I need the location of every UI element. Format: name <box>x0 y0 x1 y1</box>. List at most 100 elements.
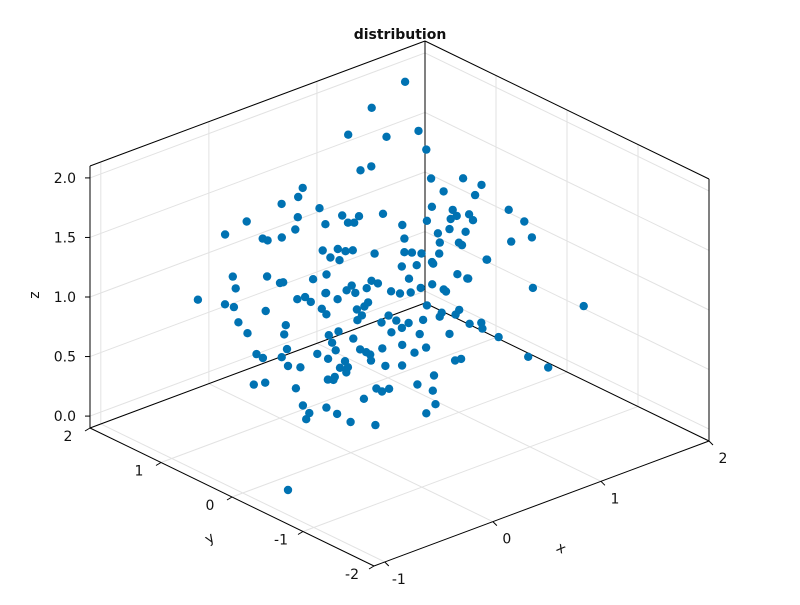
data-point <box>229 302 239 312</box>
data-point <box>280 330 289 339</box>
axes-frame <box>89 40 710 567</box>
data-point <box>315 204 324 213</box>
x-tick-label: 0 <box>502 532 511 548</box>
data-point <box>406 288 415 297</box>
data-point <box>291 384 301 393</box>
data-point <box>322 310 331 319</box>
data-point <box>470 190 480 200</box>
data-point <box>300 292 310 302</box>
frame-edge <box>424 40 710 180</box>
data-point <box>330 372 339 382</box>
data-point <box>507 237 516 246</box>
data-point <box>468 216 478 225</box>
data-point <box>234 318 243 327</box>
data-point <box>263 236 272 245</box>
data-point <box>428 280 437 289</box>
gridline-z-backwall <box>89 111 426 238</box>
y-tick-label: -1 <box>274 533 288 549</box>
z-tick-label: 1.5 <box>54 230 76 246</box>
data-point <box>353 316 362 325</box>
gridline-z-backwall <box>89 171 426 298</box>
data-point <box>367 103 376 113</box>
x-tick-label: -1 <box>392 572 406 588</box>
data-point <box>384 311 393 320</box>
data-point <box>298 401 308 410</box>
data-point <box>494 332 503 342</box>
data-point <box>445 329 454 339</box>
data-points <box>193 77 588 495</box>
data-point <box>370 249 379 258</box>
data-point <box>347 281 356 290</box>
x-tick-mark <box>492 521 498 526</box>
data-point <box>323 354 333 363</box>
data-point <box>435 249 444 258</box>
data-point <box>377 387 387 396</box>
data-point <box>261 306 270 316</box>
data-point <box>302 415 311 424</box>
data-point <box>422 216 432 225</box>
data-point <box>520 217 529 226</box>
data-point <box>249 380 258 389</box>
data-point <box>453 270 462 279</box>
data-point <box>414 126 423 136</box>
data-point <box>435 238 444 247</box>
data-point <box>384 384 394 393</box>
data-point <box>326 253 335 262</box>
x-axis-label: x <box>553 540 568 558</box>
data-point <box>431 400 440 409</box>
data-point <box>298 183 307 193</box>
gridline-z-backwall <box>89 231 426 358</box>
gridline-y-floor <box>160 337 497 463</box>
data-point <box>439 285 448 294</box>
data-point <box>351 288 360 298</box>
frame-edge <box>373 440 710 567</box>
data-point <box>348 246 357 255</box>
data-point <box>294 192 303 202</box>
data-point <box>362 284 371 293</box>
gridline-z-sidewall <box>424 52 710 192</box>
data-point <box>261 378 270 387</box>
frame-edge <box>89 302 426 429</box>
data-point <box>435 312 444 321</box>
x-tick-label: 1 <box>610 491 619 507</box>
data-point <box>306 297 315 307</box>
data-point <box>446 214 455 224</box>
data-point <box>456 354 466 364</box>
data-point <box>377 318 386 327</box>
data-point <box>344 130 353 139</box>
gridline-z-backwall <box>89 52 426 179</box>
data-point <box>313 349 322 359</box>
data-point <box>482 255 492 264</box>
data-point <box>350 218 359 227</box>
data-point <box>397 323 407 333</box>
tick-labels: -1 0 1 2 -2 -1 0 1 2 0.0 0.5 1.0 1.5 2.0 <box>54 171 728 588</box>
data-point <box>243 329 252 338</box>
data-point <box>386 287 396 296</box>
data-point <box>395 289 405 298</box>
gridline-y-floor <box>231 371 568 498</box>
gridline-z-sidewall <box>424 290 710 430</box>
z-tick-label: 2.0 <box>54 171 76 187</box>
x-tick-label: 2 <box>719 451 728 467</box>
data-point <box>428 386 437 395</box>
y-tick-label: 1 <box>135 464 144 480</box>
data-point <box>400 234 409 243</box>
data-point <box>331 346 340 355</box>
data-point <box>341 247 350 256</box>
data-point <box>366 356 376 365</box>
data-point <box>335 256 344 265</box>
data-point <box>293 295 302 304</box>
data-point <box>412 261 421 270</box>
data-point <box>448 205 457 215</box>
data-point <box>231 284 240 293</box>
data-point <box>400 77 410 87</box>
data-point <box>346 417 355 427</box>
data-point <box>427 202 437 211</box>
data-point <box>417 249 426 258</box>
data-point <box>458 174 468 183</box>
data-point <box>323 375 333 384</box>
data-point <box>455 305 464 315</box>
data-point <box>308 275 318 284</box>
data-point <box>335 363 345 372</box>
